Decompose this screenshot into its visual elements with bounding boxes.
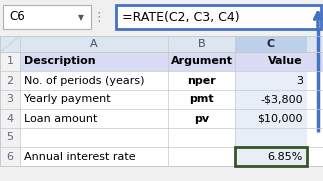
Text: Annual interest rate: Annual interest rate <box>24 151 136 161</box>
Text: Description: Description <box>24 56 96 66</box>
Bar <box>0 36 323 52</box>
Text: 6.85%: 6.85% <box>268 151 303 161</box>
Text: $10,000: $10,000 <box>257 113 303 123</box>
Text: C: C <box>267 39 275 49</box>
Bar <box>116 5 321 29</box>
Text: C6: C6 <box>9 10 25 24</box>
Text: B: B <box>198 39 205 49</box>
Text: A: A <box>90 39 98 49</box>
Bar <box>0 36 323 166</box>
Text: 2: 2 <box>6 75 14 85</box>
Text: -$3,800: -$3,800 <box>260 94 303 104</box>
Text: pmt: pmt <box>189 94 214 104</box>
Text: Argument: Argument <box>171 56 233 66</box>
Bar <box>3 5 91 29</box>
Bar <box>20 52 323 71</box>
Text: 3: 3 <box>296 75 303 85</box>
Text: 3: 3 <box>6 94 14 104</box>
Bar <box>0 0 323 36</box>
Text: =RATE(C2, C3, C4): =RATE(C2, C3, C4) <box>122 10 240 24</box>
Text: ⋮: ⋮ <box>93 10 105 24</box>
Text: Value: Value <box>268 56 303 66</box>
Text: 6: 6 <box>6 151 14 161</box>
Bar <box>235 147 307 166</box>
Text: ▼: ▼ <box>78 14 84 22</box>
Text: Loan amount: Loan amount <box>24 113 97 123</box>
Text: Yearly payment: Yearly payment <box>24 94 110 104</box>
Text: 5: 5 <box>6 132 14 142</box>
Text: 4: 4 <box>6 113 14 123</box>
Bar <box>0 36 323 166</box>
Text: pv: pv <box>194 113 209 123</box>
Text: No. of periods (years): No. of periods (years) <box>24 75 144 85</box>
Bar <box>0 36 20 166</box>
Bar <box>235 52 307 166</box>
Text: 1: 1 <box>6 56 14 66</box>
Bar <box>235 36 307 52</box>
Text: nper: nper <box>187 75 216 85</box>
